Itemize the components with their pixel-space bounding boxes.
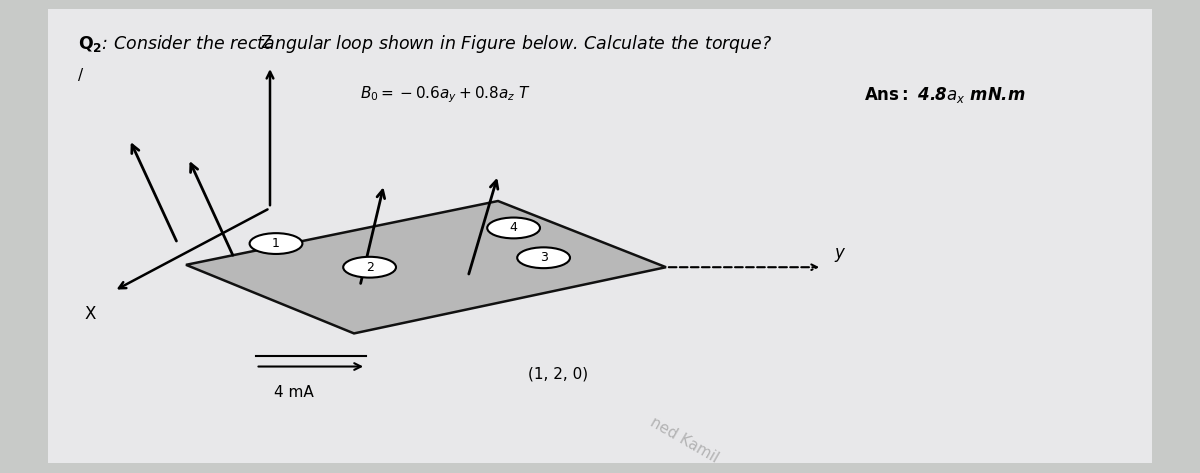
Circle shape [343,257,396,278]
Polygon shape [186,201,666,333]
Text: (1, 2, 0): (1, 2, 0) [528,366,588,381]
Text: X: X [84,305,96,323]
Text: 3: 3 [540,251,547,264]
FancyBboxPatch shape [48,9,1152,464]
Circle shape [517,247,570,268]
Text: 2: 2 [366,261,373,274]
Text: $\mathbf{Q_2}$: Consider the rectangular loop shown in Figure below. Calculate t: $\mathbf{Q_2}$: Consider the rectangular… [78,33,773,55]
Text: y: y [834,245,844,263]
Circle shape [250,233,302,254]
Text: /: / [78,68,83,83]
Text: 4 mA: 4 mA [274,385,314,400]
Text: ned Kamil: ned Kamil [647,414,721,465]
Text: 4: 4 [510,221,517,235]
Text: $\mathbf{Ans:}$ 4.8$a_x$ mN.m: $\mathbf{Ans:}$ 4.8$a_x$ mN.m [864,85,1026,105]
Text: Z: Z [260,34,272,52]
Text: $B_0 = -0.6a_y + 0.8a_z$ T: $B_0 = -0.6a_y + 0.8a_z$ T [360,84,530,105]
Circle shape [487,218,540,238]
Text: 1: 1 [272,237,280,250]
